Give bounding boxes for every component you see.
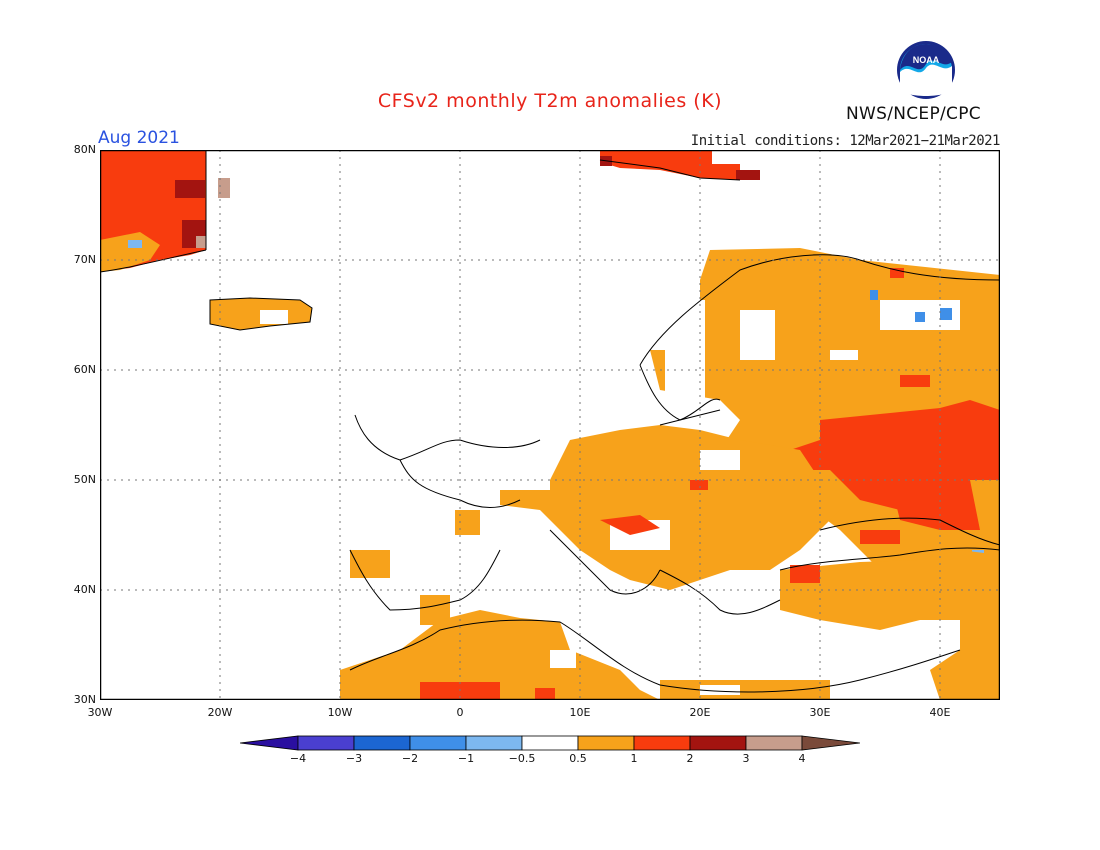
northeast-europe-anomaly-region (645, 248, 1000, 590)
lon-label-10w: 10W (327, 706, 353, 719)
forecast-month: Aug 2021 (98, 128, 180, 148)
colorbar-tick-1: −4 (289, 752, 307, 765)
colorbar-tick-2: −3 (345, 752, 363, 765)
lat-label-70n: 70N (73, 253, 96, 266)
lat-label-40n: 40N (73, 583, 96, 596)
lon-label-30e: 30E (809, 706, 831, 719)
colorbar-tick-5: −0.5 (508, 752, 536, 765)
lon-label-10e: 10E (569, 706, 591, 719)
iceland-anomaly-region (210, 298, 312, 330)
greenland-anomaly-region (100, 150, 230, 272)
anatolia-anomaly-region (780, 530, 1000, 700)
colorbar-tick-4: −1 (457, 752, 475, 765)
colorbar-swatch-9 (745, 735, 803, 751)
lat-label-50n: 50N (73, 473, 96, 486)
lat-label-80n: 80N (73, 143, 96, 156)
lon-label-20e: 20E (689, 706, 711, 719)
colorbar (240, 735, 860, 751)
agency-label: NWS/NCEP/CPC (846, 104, 981, 124)
colorbar-swatch-2 (353, 735, 411, 751)
colorbar-swatch-3 (409, 735, 467, 751)
graticule (100, 150, 1000, 700)
noaa-logo: NOAA (897, 41, 955, 99)
colorbar-arrow-right (801, 735, 860, 751)
lon-label-30w: 30W (87, 706, 113, 719)
colorbar-tick-6: 0.5 (569, 752, 587, 765)
colorbar-swatch-1 (297, 735, 355, 751)
svg-text:NOAA: NOAA (913, 55, 940, 65)
map-frame (100, 150, 1000, 700)
colorbar-tick-7: 1 (630, 752, 638, 765)
colorbar-tick-3: −2 (401, 752, 419, 765)
colorbar-swatch-6 (577, 735, 635, 751)
central-europe-anomaly-region (500, 425, 840, 590)
colorbar-tick-8: 2 (686, 752, 694, 765)
anomaly-map (100, 150, 1000, 700)
colorbar-tick-10: 4 (798, 752, 806, 765)
chart-title: CFSv2 monthly T2m anomalies (K) (377, 90, 723, 112)
lon-label-20w: 20W (207, 706, 233, 719)
north-africa-anomaly-region (340, 610, 830, 700)
initial-conditions: Initial conditions: 12Mar2021−21Mar2021 (690, 133, 1001, 149)
lat-label-30n: 30N (73, 693, 96, 706)
colorbar-tick-9: 3 (742, 752, 750, 765)
lat-label-60n: 60N (73, 363, 96, 376)
colorbar-arrow-left (240, 735, 299, 751)
lon-label-40e: 40E (929, 706, 951, 719)
colorbar-swatch-7 (633, 735, 691, 751)
colorbar-swatch-8 (689, 735, 747, 751)
lon-label-0: 0 (456, 706, 464, 719)
colorbar-swatch-5 (521, 735, 579, 751)
colorbar-swatch-4 (465, 735, 523, 751)
